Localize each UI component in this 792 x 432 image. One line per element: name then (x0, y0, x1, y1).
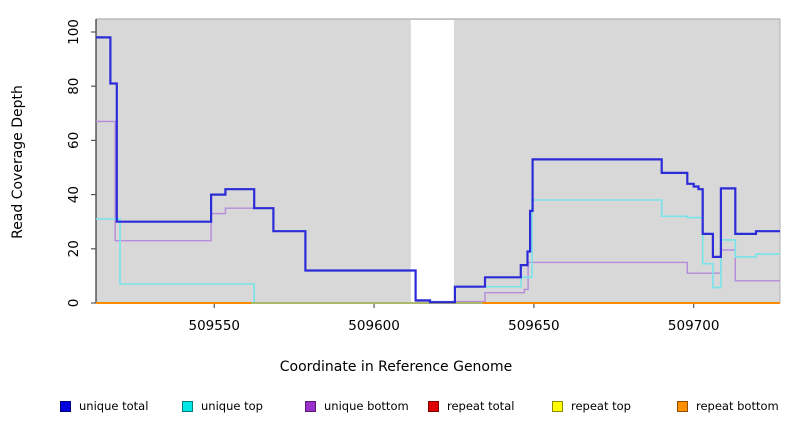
x-tick-label: 509600 (348, 318, 400, 334)
x-tick-label: 509650 (508, 318, 560, 334)
x-tick-label: 509700 (668, 318, 720, 334)
y-tick-label: 60 (66, 132, 82, 149)
series-line-unique-total (96, 36, 780, 304)
legend-item-repeat-bottom: repeat bottom (677, 398, 779, 414)
y-tick-label: 20 (66, 240, 82, 257)
legend-swatch-repeat-bottom (677, 400, 688, 412)
legend-label: unique total (79, 399, 149, 413)
x-tick-label: 509550 (188, 318, 240, 334)
legend-label: repeat total (447, 399, 515, 413)
y-tick-label: 100 (66, 19, 82, 45)
legend-swatch-unique-top (182, 400, 193, 412)
masked-region-band (410, 20, 454, 303)
y-tick-label: 40 (66, 186, 82, 203)
legend-item-unique-total: unique total (60, 398, 148, 414)
legend-item-unique-top: unique top (182, 398, 263, 414)
legend-item-repeat-total: repeat total (428, 398, 514, 414)
legend-item-unique-bottom: unique bottom (305, 398, 409, 414)
legend-swatch-unique-bottom (305, 400, 316, 412)
legend-swatch-repeat-total (428, 400, 439, 412)
y-tick-label: 80 (66, 78, 82, 95)
legend-label: repeat bottom (696, 399, 779, 413)
legend-item-repeat-top: repeat top (552, 398, 631, 414)
legend-label: unique bottom (324, 399, 409, 413)
legend-label: unique top (201, 399, 263, 413)
chart-legend: unique total unique top unique bottom repea… (0, 398, 792, 418)
x-axis-title: Coordinate in Reference Genome (279, 359, 513, 375)
legend-swatch-repeat-top (552, 400, 563, 412)
y-axis-title: Read Coverage Depth (10, 85, 26, 239)
legend-swatch-unique-total (60, 400, 71, 412)
legend-label: repeat top (571, 399, 631, 413)
y-tick-label: 0 (66, 299, 82, 308)
